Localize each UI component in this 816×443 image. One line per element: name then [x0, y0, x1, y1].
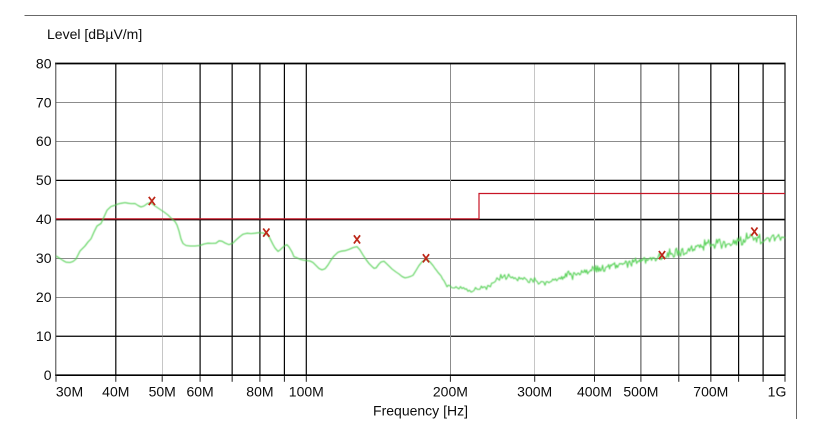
svg-text:10: 10 [36, 328, 52, 344]
svg-text:50M: 50M [149, 384, 176, 400]
svg-text:500M: 500M [623, 384, 658, 400]
svg-text:0: 0 [44, 367, 52, 383]
svg-text:60M: 60M [186, 384, 213, 400]
svg-text:200M: 200M [433, 384, 468, 400]
svg-text:100M: 100M [289, 384, 324, 400]
svg-text:50: 50 [36, 172, 52, 188]
svg-text:Frequency [Hz]: Frequency [Hz] [373, 403, 468, 419]
svg-text:80: 80 [36, 55, 52, 71]
svg-text:Level [dBµV/m]: Level [dBµV/m] [47, 26, 142, 42]
svg-text:40: 40 [36, 211, 52, 227]
svg-text:400M: 400M [577, 384, 612, 400]
svg-text:30: 30 [36, 250, 52, 266]
svg-text:60: 60 [36, 133, 52, 149]
svg-text:30M: 30M [56, 384, 83, 400]
svg-text:300M: 300M [517, 384, 552, 400]
svg-text:40M: 40M [102, 384, 129, 400]
svg-text:70: 70 [36, 94, 52, 110]
svg-text:1G: 1G [768, 384, 787, 400]
svg-text:700M: 700M [693, 384, 728, 400]
svg-text:80M: 80M [246, 384, 273, 400]
svg-text:20: 20 [36, 289, 52, 305]
